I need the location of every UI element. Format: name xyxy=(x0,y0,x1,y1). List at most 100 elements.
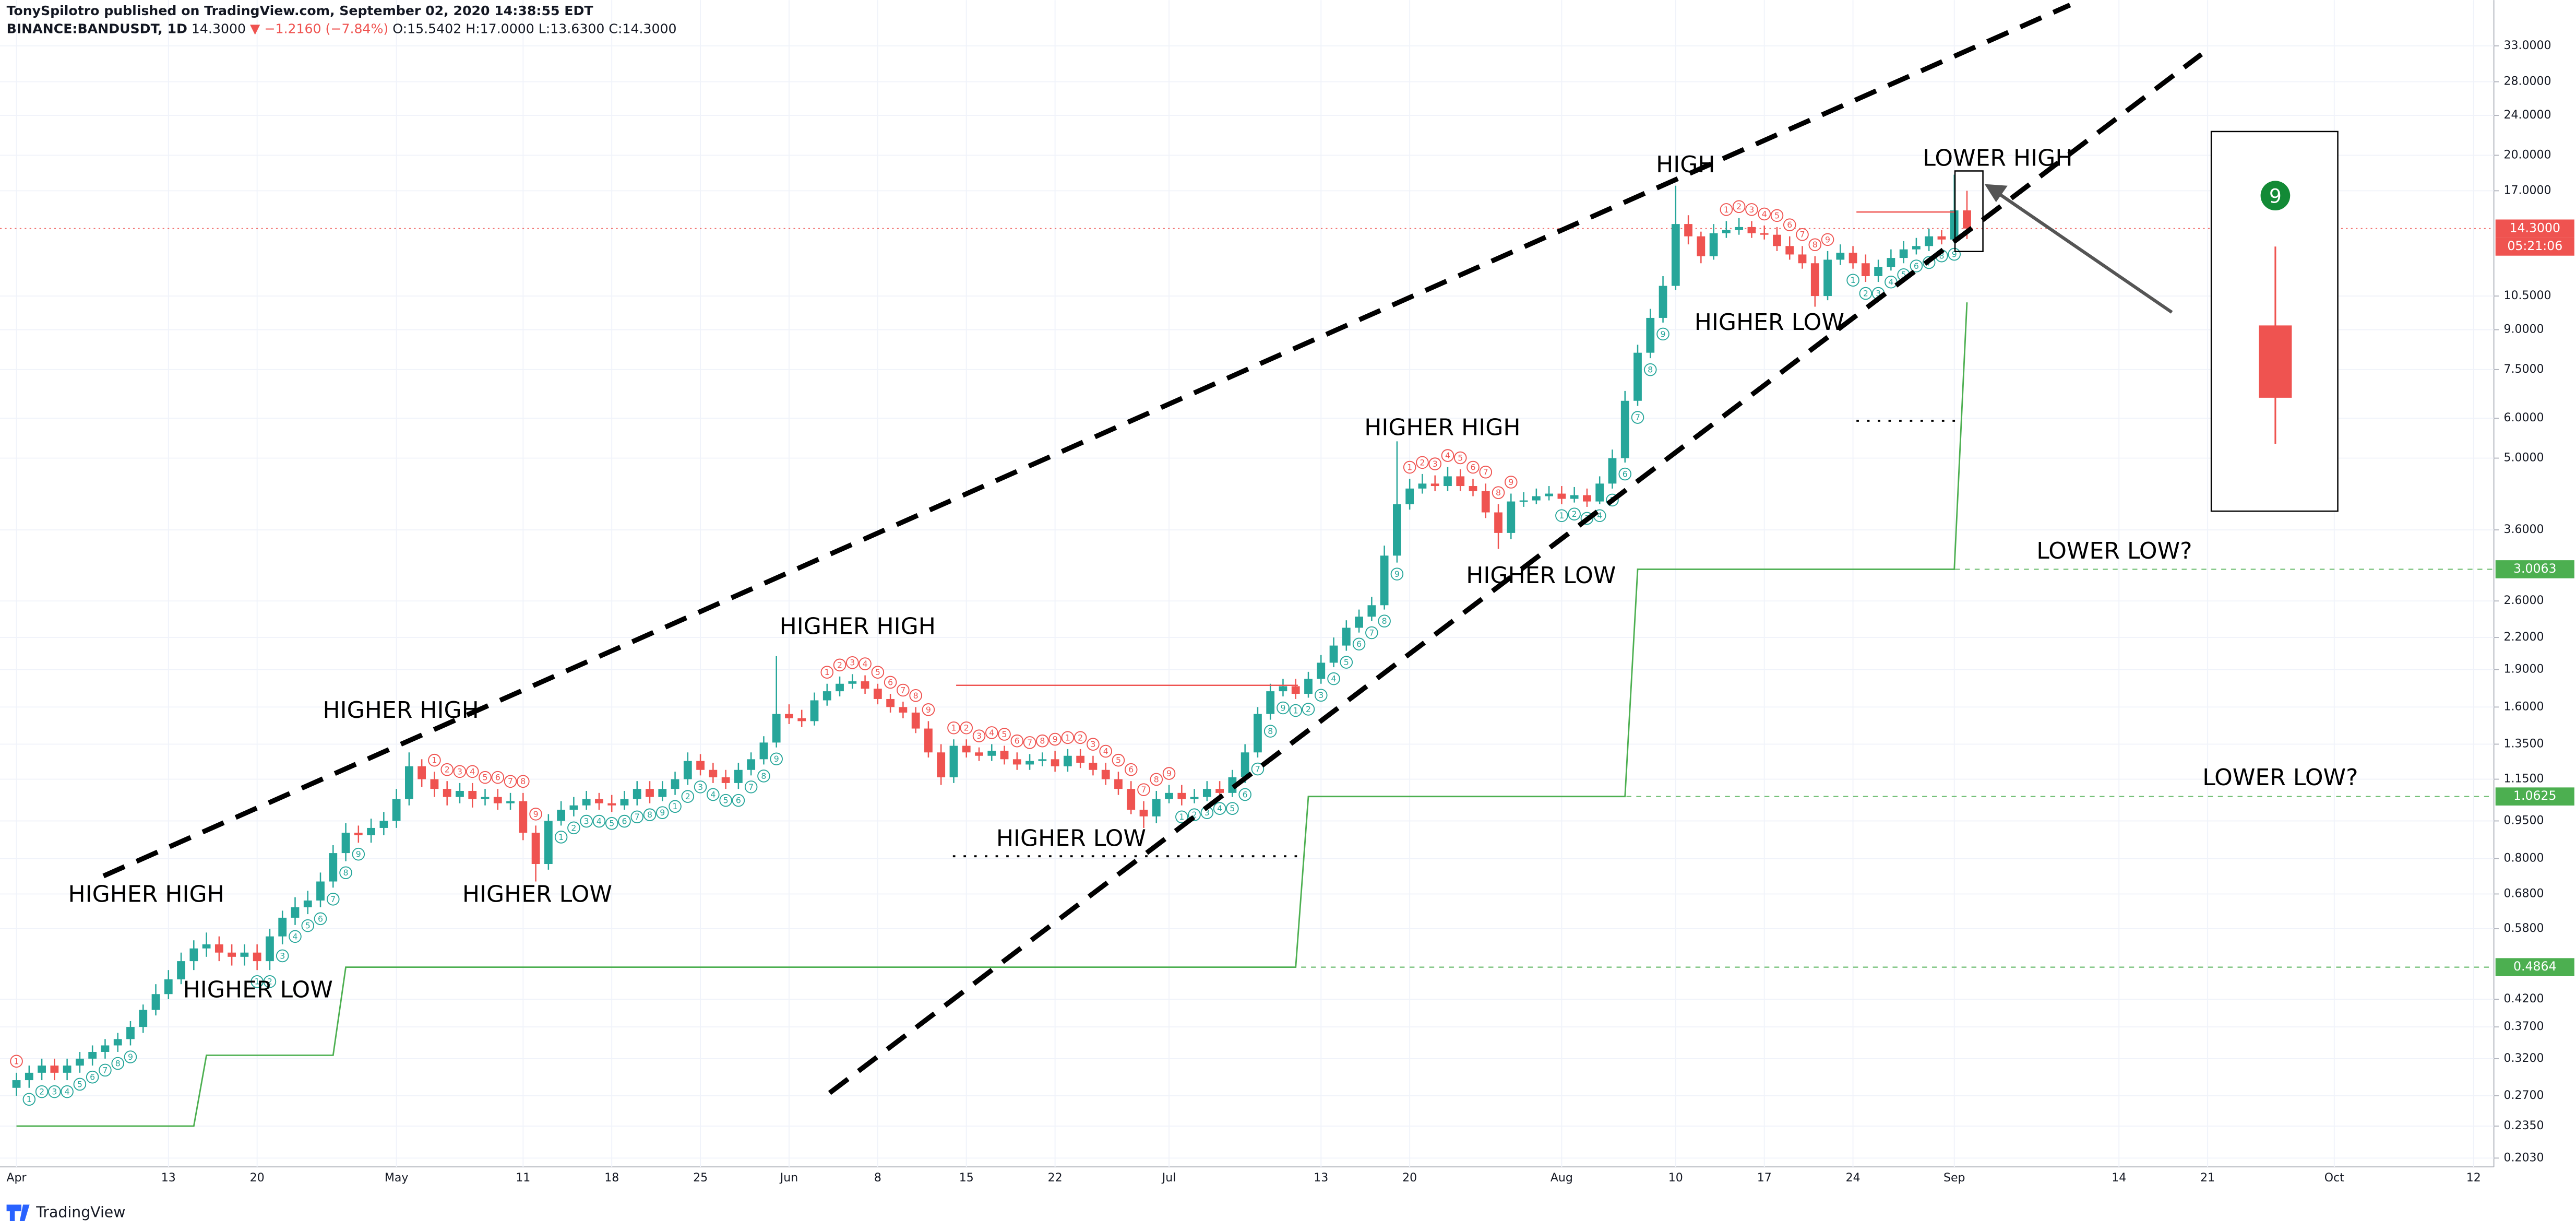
y-tick-label: 24.0000 xyxy=(2503,109,2551,122)
td-badge xyxy=(314,912,327,926)
td-count: 6 xyxy=(622,816,627,826)
td-count: 4 xyxy=(1331,674,1337,684)
td-count: 8 xyxy=(1496,488,1501,498)
candle-body xyxy=(658,789,667,797)
candle-body xyxy=(1430,483,1439,487)
candle-body xyxy=(1076,755,1085,763)
td-badge xyxy=(985,726,998,739)
candle-body xyxy=(126,1027,135,1039)
high: H:17.0000 xyxy=(466,21,534,37)
td-badge xyxy=(719,794,732,807)
td-count: 4 xyxy=(470,766,475,776)
td-count: 8 xyxy=(343,868,349,878)
td-count: 2 xyxy=(1306,704,1311,714)
y-tick-label: 0.5800 xyxy=(2503,922,2544,935)
td-badge xyxy=(22,1093,36,1106)
td-badge xyxy=(858,657,872,670)
candle-body xyxy=(1887,258,1895,267)
candle-body xyxy=(405,766,413,799)
td-count: 2 xyxy=(1863,289,1868,299)
candle-body xyxy=(1266,691,1275,714)
td-count: 9 xyxy=(356,849,361,859)
candle-body xyxy=(253,952,261,962)
candle-body xyxy=(1747,227,1756,233)
candle-body xyxy=(228,952,236,957)
td-count: 2 xyxy=(445,765,450,775)
td-badge xyxy=(99,1063,112,1077)
td-count: 6 xyxy=(1243,789,1248,799)
td-count: 5 xyxy=(305,921,311,931)
td-badge xyxy=(554,831,568,844)
td-count: 1 xyxy=(558,832,564,842)
candle-body xyxy=(595,799,603,803)
y-tick-label: 0.2700 xyxy=(2503,1089,2544,1102)
td-badge xyxy=(681,790,695,803)
candle-body xyxy=(949,745,958,777)
td-count: 7 xyxy=(1483,467,1488,477)
td-count: 1 xyxy=(1407,462,1412,472)
td-badge xyxy=(947,721,960,735)
candle-body xyxy=(721,777,730,783)
candle-body xyxy=(1722,230,1731,233)
td-badge xyxy=(1314,689,1328,702)
td-badge xyxy=(491,771,505,784)
candle-body xyxy=(1937,236,1946,240)
candle-body xyxy=(1963,210,1971,229)
countdown: 05:21:06 xyxy=(2507,239,2562,253)
td-badge xyxy=(1162,767,1176,780)
y-tick-label: 1.9000 xyxy=(2503,662,2544,676)
candle-body xyxy=(316,881,325,901)
x-tick-label: May xyxy=(385,1171,409,1185)
candle-body xyxy=(1899,249,1908,258)
td-badge xyxy=(1277,701,1290,715)
inset-badge xyxy=(2260,181,2291,211)
td-count: 4 xyxy=(597,816,602,826)
td-count: 8 xyxy=(647,810,652,820)
td-badge xyxy=(1492,486,1505,499)
td-badge xyxy=(1783,218,1796,231)
td-count: 1 xyxy=(432,755,437,765)
close: C:14.3000 xyxy=(609,21,676,37)
y-tick-label: 10.5000 xyxy=(2503,289,2551,302)
td-badge xyxy=(529,808,542,821)
inset-body xyxy=(2259,325,2292,398)
td-badge xyxy=(1808,238,1822,252)
td-count: 6 xyxy=(1623,469,1628,479)
td-count: 9 xyxy=(128,1052,133,1062)
td-badge xyxy=(1821,233,1834,246)
td-count: 9 xyxy=(660,808,665,818)
td-count: 4 xyxy=(1597,511,1602,520)
candle-body xyxy=(1190,797,1199,799)
td-count: 8 xyxy=(1648,365,1653,375)
candle-body xyxy=(1025,761,1034,765)
y-tick-label: 17.0000 xyxy=(2503,184,2551,197)
candle-body xyxy=(1380,555,1389,606)
annotation: HIGHER HIGH xyxy=(780,613,936,640)
candle-body xyxy=(456,790,464,797)
x-tick-label: 17 xyxy=(1757,1171,1772,1185)
candle-body xyxy=(468,790,477,799)
candle-body xyxy=(1583,495,1591,502)
td-badge xyxy=(1036,734,1049,748)
highlight-box xyxy=(1954,170,1984,252)
td-count: 7 xyxy=(900,685,905,695)
x-tick-label: 18 xyxy=(604,1171,619,1185)
candle-body xyxy=(1254,714,1262,753)
candle-body xyxy=(379,821,388,828)
candle-body xyxy=(1925,236,1934,246)
x-tick-label: 13 xyxy=(161,1171,176,1185)
td-count: 5 xyxy=(1002,729,1007,739)
x-tick-label: 24 xyxy=(1846,1171,1861,1185)
candle-body xyxy=(367,827,375,835)
price-badge xyxy=(2495,958,2574,976)
td-badge xyxy=(263,975,277,988)
td-count: 1 xyxy=(1851,275,1856,285)
price-badge xyxy=(2495,560,2574,578)
td-count: 2 xyxy=(571,823,576,833)
td-badge xyxy=(1124,763,1138,776)
candle-body xyxy=(1038,759,1047,761)
td-count: 6 xyxy=(1128,765,1134,775)
candle-body xyxy=(759,742,768,760)
candle-body xyxy=(1469,486,1477,491)
y-tick-label: 33.0000 xyxy=(2503,39,2551,52)
